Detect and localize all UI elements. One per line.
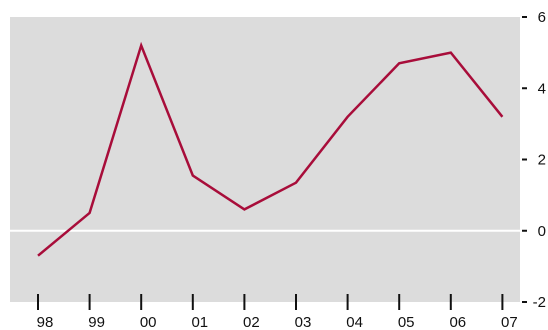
y-tick-label: 0 — [538, 223, 546, 240]
x-tick-label: 00 — [140, 314, 157, 330]
y-tick-label: 6 — [538, 9, 546, 26]
series-line — [37, 41, 504, 257]
x-tick-label: 06 — [449, 314, 466, 330]
plot-area — [10, 17, 520, 302]
x-tick-label: 98 — [37, 314, 54, 330]
x-tick-label: 05 — [398, 314, 415, 330]
y-tick-label: 2 — [538, 152, 546, 169]
x-tick-label: 02 — [243, 314, 260, 330]
y-tick-label: -2 — [533, 294, 546, 311]
x-tick-label: 03 — [295, 314, 312, 330]
x-tick-label: 01 — [191, 314, 208, 330]
y-axis: -2 0 2 4 6 — [522, 9, 546, 311]
x-tick-label: 99 — [88, 314, 105, 330]
y-tick-label: 4 — [538, 80, 546, 97]
x-axis: 98 99 00 01 02 03 04 05 06 07 — [37, 294, 518, 330]
x-tick-label: 04 — [346, 314, 363, 330]
x-tick-label: 07 — [501, 314, 518, 330]
